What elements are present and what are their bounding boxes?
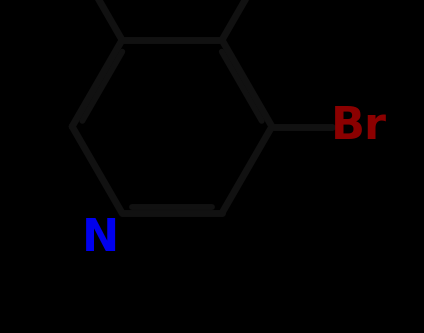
Text: N: N — [82, 216, 119, 259]
Text: Br: Br — [331, 105, 387, 148]
